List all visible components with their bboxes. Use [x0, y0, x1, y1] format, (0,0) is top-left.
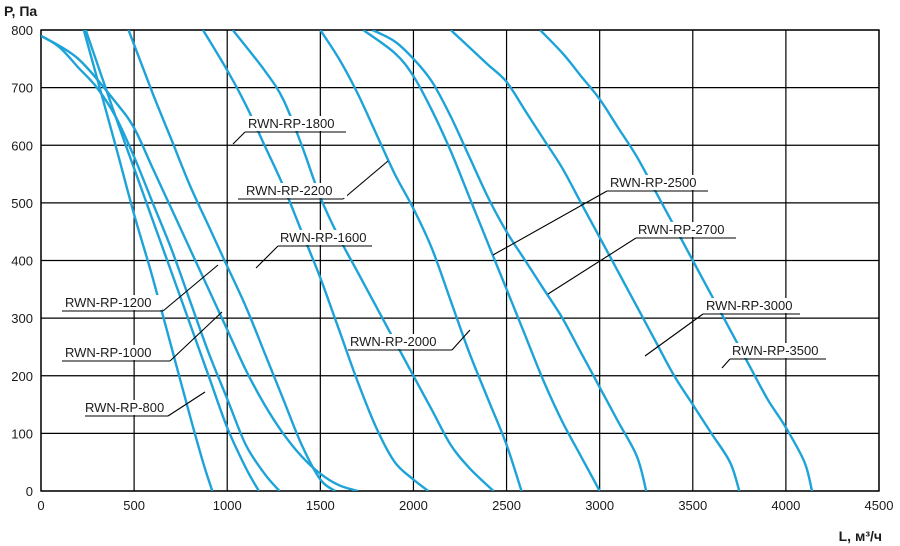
curve-label: RWN-RP-2500 — [610, 175, 696, 190]
series-line-rwn-rp-1600 — [127, 30, 336, 491]
curve-label: RWN-RP-2700 — [638, 222, 724, 237]
curve-label: RWN-RP-2200 — [246, 183, 332, 198]
label-background — [348, 334, 450, 349]
curve-label: RWN-RP-1600 — [280, 230, 366, 245]
curve-label: RWN-RP-3000 — [706, 298, 792, 313]
curve-labels: RWN-RP-800 RWN-RP-1000 RWN-RP-1200 RWN-RP-1… — [63, 116, 824, 415]
label-leader-line — [169, 311, 223, 362]
grid — [40, 29, 880, 492]
label-background — [63, 345, 169, 360]
curve-label: RWN-RP-1200 — [65, 295, 151, 310]
series-line-rwn-rp-3500 — [449, 30, 741, 491]
series-line-rwn-rp-1200 — [41, 34, 281, 491]
label-background — [278, 230, 370, 245]
label-leader-line — [451, 329, 471, 351]
x-tick-label: 3000 — [585, 498, 614, 513]
series-line-rwn-rp-3000 — [371, 30, 648, 491]
label-leader-line — [721, 358, 731, 369]
x-tick-label: 1000 — [213, 498, 242, 513]
label-background — [704, 298, 799, 313]
x-tick-label: 0 — [37, 498, 44, 513]
x-tick-label: 3500 — [678, 498, 707, 513]
x-tick-label: 4000 — [771, 498, 800, 513]
label-leaders — [62, 131, 826, 417]
label-background — [83, 400, 164, 415]
curve-label: RWN-RP-3500 — [732, 343, 818, 358]
x-tick-label: 500 — [123, 498, 145, 513]
label-background — [244, 183, 347, 198]
x-tick-label: 2500 — [492, 498, 521, 513]
y-tick-label: 400 — [11, 254, 33, 269]
label-leader-line — [255, 245, 279, 269]
y-tick-label: 600 — [11, 138, 33, 153]
x-tick-label: 2000 — [399, 498, 428, 513]
fan-curves — [41, 30, 814, 491]
curve-label: RWN-RP-800 — [85, 400, 164, 415]
x-tick-label: 4500 — [865, 498, 894, 513]
label-leader-line — [232, 131, 246, 145]
x-tick-label: 1500 — [306, 498, 335, 513]
series-line-rwn-rp-3500 — [539, 30, 814, 491]
series-line-rwn-rp-1800 — [41, 34, 358, 491]
label-background — [63, 295, 162, 310]
label-background — [608, 175, 707, 190]
y-tick-label: 0 — [26, 484, 33, 499]
y-tick-label: 100 — [11, 426, 33, 441]
curve-label: RWN-RP-1000 — [65, 345, 151, 360]
series-line-rwn-rp-1000 — [84, 30, 260, 491]
y-tick-labels: 0 100 200 300 400 500 600 700 800 — [11, 23, 33, 499]
label-leader-line — [342, 160, 389, 200]
label-leader-line — [162, 264, 219, 312]
label-leader-line — [547, 237, 637, 295]
series-line-rwn-rp-2500 — [319, 30, 523, 491]
label-background — [730, 343, 824, 358]
label-background — [246, 116, 345, 131]
y-tick-label: 700 — [11, 81, 33, 96]
series-line-rwn-rp-2200 — [201, 30, 430, 491]
y-tick-label: 300 — [11, 311, 33, 326]
curve-label: RWN-RP-1800 — [248, 116, 334, 131]
label-leader-line — [167, 391, 206, 417]
label-leader-line — [644, 313, 704, 357]
label-background — [636, 222, 734, 237]
series-line-rwn-rp-2000 — [231, 30, 495, 491]
y-tick-label: 800 — [11, 23, 33, 38]
x-tick-labels: 0 500 1000 1500 2000 2500 3000 3500 4000 4500 — [37, 498, 893, 513]
series-line-rwn-rp-2700 — [362, 30, 601, 491]
x-axis-title: L, м³/ч — [839, 528, 882, 544]
label-leader-line — [492, 190, 608, 256]
y-tick-label: 500 — [11, 196, 33, 211]
curve-label: RWN-RP-2000 — [350, 334, 436, 349]
y-tick-label: 200 — [11, 369, 33, 384]
y-axis-title: P, Па — [4, 3, 37, 19]
